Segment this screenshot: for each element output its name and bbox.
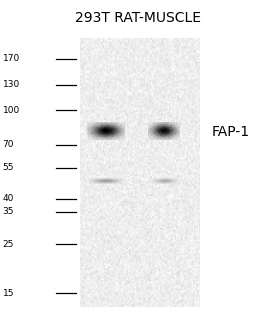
Text: 25: 25 bbox=[3, 240, 14, 249]
Text: 70: 70 bbox=[3, 140, 14, 149]
Text: 15: 15 bbox=[3, 289, 14, 298]
Text: 100: 100 bbox=[3, 106, 20, 115]
Text: 55: 55 bbox=[3, 163, 14, 172]
Text: FAP-1: FAP-1 bbox=[212, 125, 250, 139]
Text: 170: 170 bbox=[3, 54, 20, 63]
Text: 293T RAT-MUSCLE: 293T RAT-MUSCLE bbox=[75, 11, 201, 25]
Text: 35: 35 bbox=[3, 207, 14, 216]
Text: 40: 40 bbox=[3, 194, 14, 203]
Text: 130: 130 bbox=[3, 80, 20, 89]
